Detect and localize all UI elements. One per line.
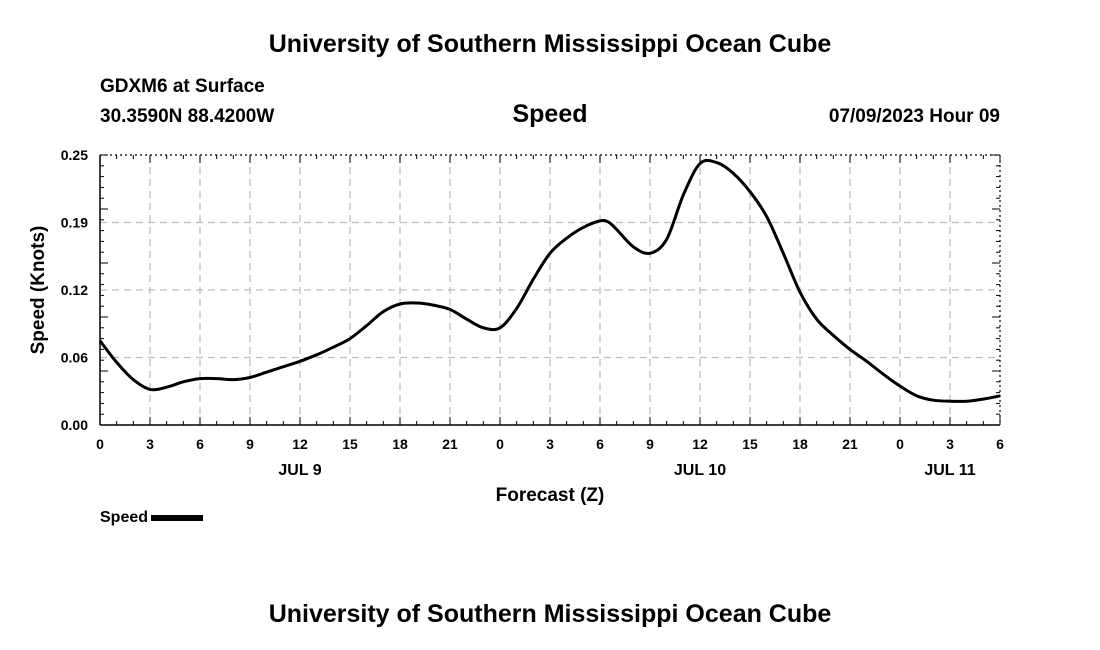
x-tick-label: 0 (96, 436, 104, 452)
y-tick-label: 0.00 (61, 417, 88, 433)
x-tick-label: 3 (546, 436, 554, 452)
x-tick-label: 0 (496, 436, 504, 452)
x-tick-label: 6 (196, 436, 204, 452)
x-tick-label: 18 (792, 436, 808, 452)
station-label: GDXM6 at Surface (100, 76, 265, 97)
coordinates-label: 30.3590N 88.4200W (100, 106, 275, 127)
x-tick-label: 3 (946, 436, 954, 452)
x-date-label: JUL 11 (924, 462, 975, 479)
x-tick-label: 3 (146, 436, 154, 452)
x-tick-label: 6 (996, 436, 1004, 452)
y-axis-label: Speed (Knots) (28, 226, 49, 355)
main-title: University of Southern Mississippi Ocean… (268, 30, 832, 58)
y-tick-label: 0.06 (61, 350, 88, 366)
x-tick-label: 9 (646, 436, 654, 452)
y-tick-label: 0.19 (61, 215, 88, 231)
legend: Speed (100, 509, 204, 527)
y-tick-label: 0.25 (61, 147, 88, 163)
x-tick-label: 21 (442, 436, 458, 452)
x-tick-label: 0 (896, 436, 904, 452)
x-tick-label: 18 (392, 436, 408, 452)
x-tick-label: 15 (742, 436, 758, 452)
x-tick-label: 9 (246, 436, 254, 452)
x-axis-label: Forecast (Z) (496, 485, 605, 506)
x-date-label: JUL 10 (674, 462, 726, 479)
y-tick-label: 0.12 (61, 282, 88, 298)
x-tick-label: 6 (596, 436, 604, 452)
legend-label: Speed (100, 509, 149, 526)
x-tick-label: 21 (842, 436, 858, 452)
x-tick-label: 15 (342, 436, 358, 452)
x-date-label: JUL 9 (278, 462, 321, 479)
x-tick-label: 12 (292, 436, 308, 452)
series-line-speed (98, 158, 1001, 403)
footer-title: University of Southern Mississippi Ocean… (268, 600, 832, 628)
timestamp-label: 07/09/2023 Hour 09 (828, 106, 1000, 127)
chart-title: Speed (512, 100, 588, 128)
x-tick-label: 12 (692, 436, 708, 452)
legend-swatch (151, 515, 204, 521)
